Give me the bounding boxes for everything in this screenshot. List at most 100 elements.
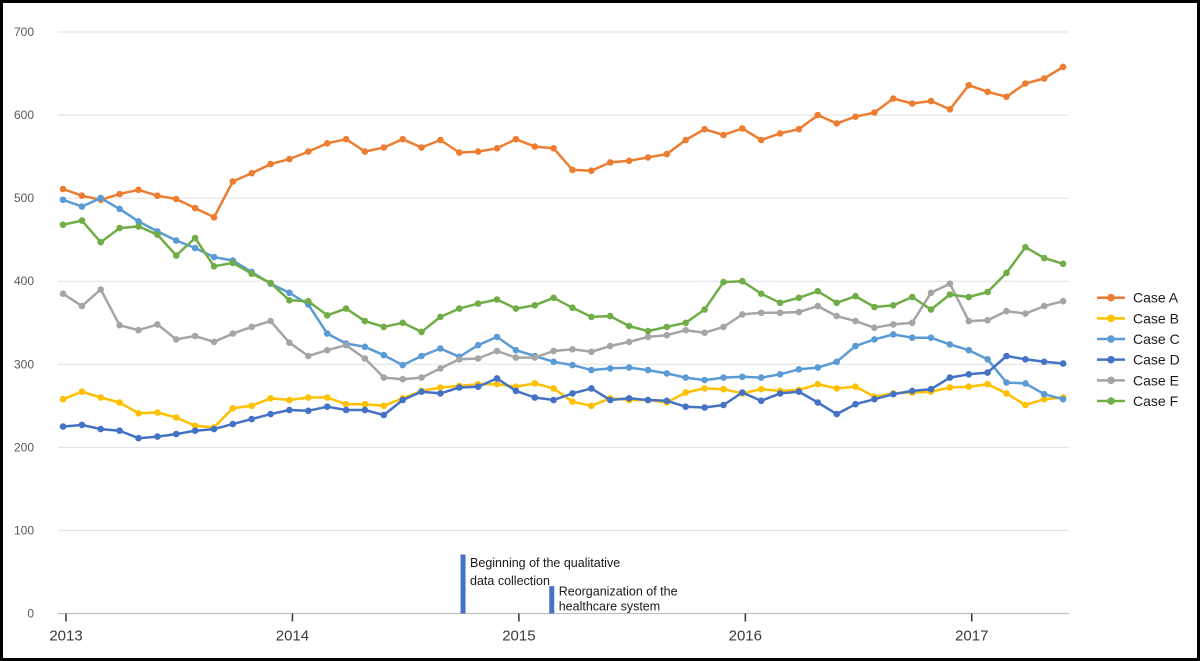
data-point bbox=[97, 286, 104, 293]
data-point bbox=[1003, 390, 1010, 397]
data-point bbox=[1059, 260, 1067, 268]
data-point bbox=[59, 395, 67, 403]
data-point bbox=[474, 383, 482, 391]
data-point bbox=[116, 321, 123, 329]
data-point bbox=[78, 302, 86, 310]
data-point bbox=[1003, 307, 1010, 315]
data-point bbox=[1059, 63, 1067, 71]
data-point bbox=[833, 358, 840, 366]
data-point bbox=[1059, 395, 1067, 403]
legend-label: Case C bbox=[1133, 331, 1180, 347]
data-point bbox=[1022, 80, 1029, 87]
data-point bbox=[644, 154, 652, 161]
data-point bbox=[474, 148, 482, 155]
data-point bbox=[757, 374, 765, 381]
data-point bbox=[456, 356, 463, 363]
data-point bbox=[720, 131, 727, 139]
data-point bbox=[984, 380, 991, 388]
legend-item-case-d: Case D bbox=[1097, 352, 1180, 368]
data-point bbox=[323, 394, 331, 401]
legend-item-case-f: Case F bbox=[1097, 393, 1178, 409]
series-case-b-markers bbox=[59, 380, 1067, 431]
data-point bbox=[965, 383, 973, 391]
data-point bbox=[342, 400, 350, 408]
data-point bbox=[531, 302, 539, 309]
data-point bbox=[795, 388, 803, 396]
data-point bbox=[286, 339, 293, 347]
data-point bbox=[154, 231, 161, 238]
data-point bbox=[946, 341, 954, 348]
data-point bbox=[814, 302, 822, 310]
data-point bbox=[946, 280, 954, 288]
data-point bbox=[135, 434, 142, 442]
data-point bbox=[380, 351, 388, 359]
data-point bbox=[550, 396, 557, 404]
data-point bbox=[229, 420, 237, 428]
data-point bbox=[833, 299, 840, 307]
data-point bbox=[644, 327, 652, 335]
data-point bbox=[946, 106, 954, 113]
data-point bbox=[210, 214, 218, 221]
data-point bbox=[97, 194, 104, 202]
data-point bbox=[361, 148, 369, 155]
data-point bbox=[172, 336, 180, 343]
data-point bbox=[267, 317, 274, 325]
data-point bbox=[78, 192, 86, 199]
data-point bbox=[474, 300, 482, 307]
data-point bbox=[644, 396, 652, 404]
data-point bbox=[97, 238, 104, 246]
data-point bbox=[1022, 380, 1029, 387]
data-point bbox=[78, 388, 86, 396]
data-point bbox=[908, 100, 916, 107]
data-point bbox=[588, 402, 595, 410]
data-point bbox=[191, 244, 199, 252]
data-point bbox=[908, 334, 916, 342]
data-point bbox=[493, 380, 501, 388]
series-case-e-markers bbox=[59, 280, 1067, 383]
data-point bbox=[305, 352, 312, 360]
legend-item-case-e: Case E bbox=[1097, 372, 1179, 388]
data-point bbox=[361, 406, 369, 414]
data-point bbox=[776, 371, 784, 378]
data-point bbox=[456, 149, 463, 156]
x-axis-year-label: 2015 bbox=[502, 628, 535, 645]
legend-marker-dot bbox=[1107, 397, 1115, 405]
data-point bbox=[569, 166, 576, 174]
y-axis-tick-label: 0 bbox=[27, 607, 34, 621]
data-point bbox=[569, 398, 576, 406]
data-point bbox=[172, 237, 180, 244]
data-point bbox=[248, 323, 255, 331]
data-point bbox=[361, 317, 369, 325]
data-point bbox=[1003, 352, 1010, 360]
data-point bbox=[512, 346, 520, 354]
data-point bbox=[305, 297, 312, 305]
data-point bbox=[210, 338, 218, 346]
data-point bbox=[380, 323, 388, 331]
data-point bbox=[210, 263, 218, 270]
data-point bbox=[625, 364, 633, 371]
data-point bbox=[871, 303, 878, 311]
data-point bbox=[97, 394, 104, 401]
data-point bbox=[927, 97, 935, 105]
series-case-f-markers bbox=[59, 217, 1067, 336]
data-point bbox=[323, 346, 331, 354]
legend-item-case-c: Case C bbox=[1097, 331, 1180, 347]
data-point bbox=[814, 111, 822, 119]
data-point bbox=[493, 375, 501, 382]
x-axis-year-label: 2017 bbox=[955, 628, 988, 645]
data-point bbox=[965, 346, 973, 354]
data-point bbox=[927, 334, 935, 342]
data-point bbox=[512, 354, 520, 361]
data-point bbox=[456, 305, 463, 312]
data-point bbox=[135, 223, 142, 230]
data-point bbox=[135, 218, 142, 225]
y-axis-tick-label: 600 bbox=[14, 108, 34, 122]
data-point bbox=[606, 396, 614, 404]
data-point bbox=[59, 221, 67, 228]
data-point bbox=[437, 313, 444, 321]
data-point bbox=[267, 395, 274, 402]
data-point bbox=[946, 384, 954, 391]
data-point bbox=[1022, 401, 1029, 409]
data-point bbox=[890, 321, 897, 328]
data-point bbox=[116, 224, 123, 232]
